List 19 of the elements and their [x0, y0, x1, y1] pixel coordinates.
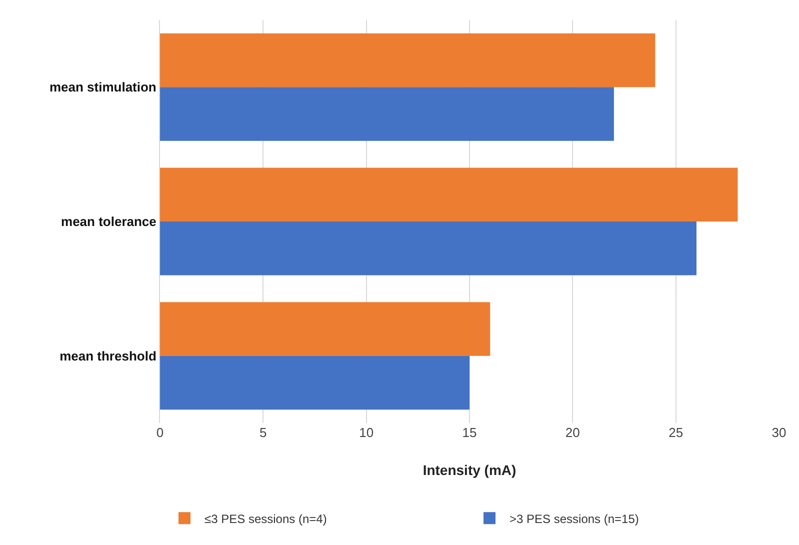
bar: [160, 302, 490, 356]
y-tick-label: mean threshold: [60, 348, 156, 364]
x-tick-label: 25: [668, 425, 684, 440]
x-tick-label: 10: [359, 425, 374, 440]
x-tick-label: 0: [156, 425, 164, 440]
legend-label: ≤3 PES sessions (n=4): [204, 512, 327, 526]
x-tick-label: 5: [260, 425, 267, 440]
y-tick-label: mean stimulation: [49, 80, 156, 95]
bar: [160, 356, 470, 410]
bar: [160, 87, 614, 141]
bar: [160, 222, 696, 276]
legend-label: >3 PES sessions (n=15): [510, 512, 639, 526]
bar: [160, 33, 656, 88]
y-tick-label: mean tolerance: [61, 214, 156, 230]
x-axis-title: Intensity (mA): [422, 462, 516, 478]
x-tick-label: 30: [772, 425, 786, 440]
x-tick-label: 20: [565, 425, 580, 440]
x-tick-label: 15: [462, 425, 477, 440]
bar: [160, 168, 738, 222]
